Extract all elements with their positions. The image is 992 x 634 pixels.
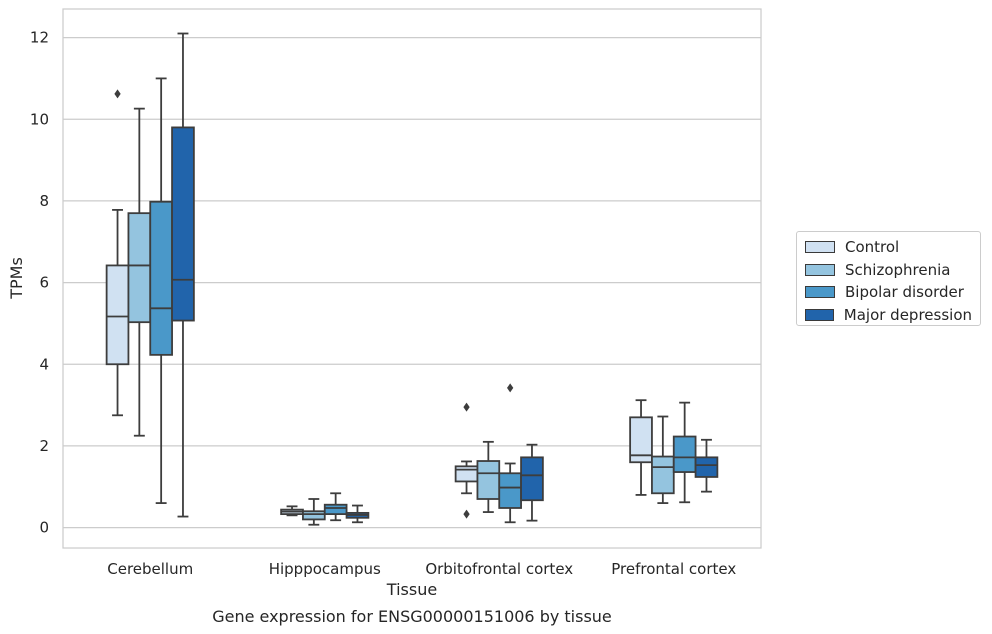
outlier-point [463,402,470,412]
box-body [520,456,544,502]
legend-swatch-schizophrenia [805,263,835,276]
y-tick-label-12: 12 [30,29,49,47]
boxes [105,32,719,526]
legend-label-bipolar-disorder: Bipolar disorder [845,283,964,302]
box-body [171,126,195,322]
box-body [498,472,522,509]
y-tick-label-8: 8 [39,192,49,210]
box-bipolar-disorder-cerebellum [149,77,173,504]
box-major-depression-orbitofrontal-cortex [520,443,544,522]
box-major-depression-hipppocampus [345,504,370,524]
box-body [105,264,130,366]
legend-item-control: Control [805,236,972,259]
legend: Control Schizophrenia Bipolar disorder M… [796,231,981,326]
box-schizophrenia-cerebellum [127,107,152,437]
y-tick-label-4: 4 [39,355,49,373]
box-body [672,435,697,473]
y-tick-label-6: 6 [39,274,49,292]
box-major-depression-prefrontal-cortex [694,438,719,493]
box-control-cerebellum [105,89,130,417]
y-tick-labels: 0 2 4 6 8 10 12 [30,29,49,537]
legend-label-major-depression: Major depression [843,305,972,324]
box-body [476,460,501,500]
y-tick-label-0: 0 [39,519,49,537]
x-axis-label: Tissue [386,580,437,599]
box-body [127,212,152,324]
outlier-point [114,89,121,99]
box-major-depression-cerebellum [171,32,195,518]
legend-label-control: Control [845,238,900,257]
outlier-point [507,383,514,393]
x-tick-labels: Cerebellum Hipppocampus Orbitofrontal cort… [107,560,736,578]
box-schizophrenia-hipppocampus [302,498,326,526]
legend-item-major-depression: Major depression [805,304,972,327]
box-body [651,455,675,495]
box-body [323,503,348,516]
legend-swatch-major-depression [805,308,834,321]
box-control-orbitofrontal-cortex [454,402,479,519]
box-control-hipppocampus [280,505,304,517]
x-tick-label-prefrontal-cortex: Prefrontal cortex [611,560,736,578]
box-control-prefrontal-cortex [629,399,653,496]
chart-title: Gene expression for ENSG00000151006 by t… [212,607,612,626]
box-bipolar-disorder-hipppocampus [323,492,348,522]
x-tick-label-hipppocampus: Hipppocampus [269,560,381,578]
x-tick-label-orbitofrontal-cortex: Orbitofrontal cortex [425,560,573,578]
legend-label-schizophrenia: Schizophrenia [845,260,951,279]
legend-swatch-control [805,241,835,254]
y-tick-label-10: 10 [30,110,49,128]
box-body [454,465,479,483]
plot-frame [62,8,762,549]
box-body [629,416,653,464]
box-body [302,510,326,521]
outlier-point [463,509,470,519]
box-schizophrenia-orbitofrontal-cortex [476,440,501,513]
legend-item-bipolar-disorder: Bipolar disorder [805,281,972,304]
box-bipolar-disorder-orbitofrontal-cortex [498,383,522,524]
legend-swatch-bipolar-disorder [805,286,835,299]
x-tick-label-cerebellum: Cerebellum [107,560,193,578]
box-body [149,200,173,356]
box-schizophrenia-prefrontal-cortex [651,415,675,504]
box-bipolar-disorder-prefrontal-cortex [672,401,697,504]
legend-item-schizophrenia: Schizophrenia [805,259,972,282]
y-tick-label-2: 2 [39,437,49,455]
y-axis-label: TPMs [7,257,26,300]
box-body [694,456,719,478]
